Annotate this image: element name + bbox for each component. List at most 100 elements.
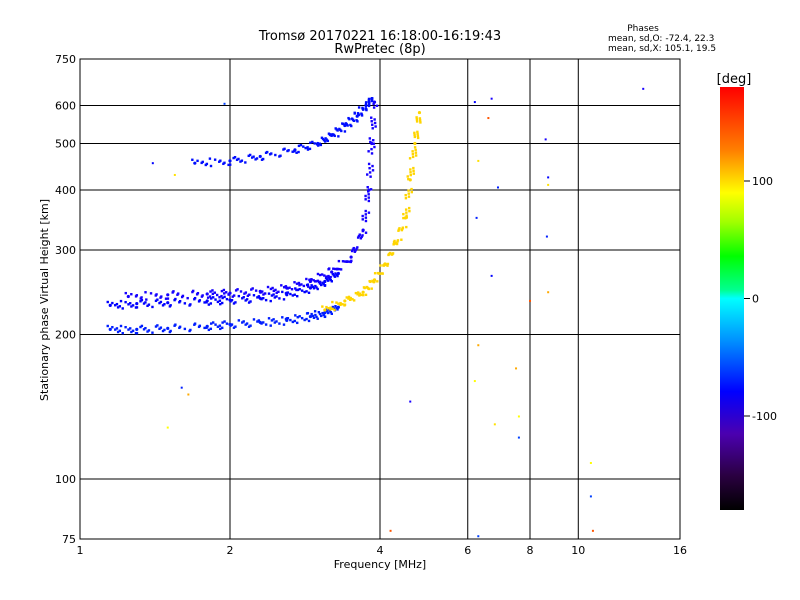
trace-point (278, 155, 281, 158)
trace-point (396, 239, 400, 242)
trace-point (244, 299, 247, 302)
trace-point (411, 155, 415, 159)
trace-point (232, 294, 236, 297)
trace-point (329, 275, 332, 279)
data-point (355, 114, 359, 118)
trace-point (135, 331, 139, 335)
trace-point (219, 327, 222, 331)
trace-point (291, 320, 295, 324)
trace-point (127, 303, 130, 306)
trace-point (350, 259, 353, 263)
trace-point (343, 260, 347, 263)
trace-point (307, 285, 310, 288)
trace-point (256, 296, 259, 299)
trace-point (343, 303, 347, 306)
trace-point (321, 305, 324, 308)
data-point (330, 133, 334, 137)
trace-point (364, 209, 367, 213)
trace-point (306, 311, 310, 315)
trace-point (367, 103, 371, 106)
trace-point (221, 296, 224, 300)
trace-point (131, 329, 135, 332)
trace-point (273, 321, 277, 324)
trace-point (271, 286, 274, 290)
trace-point (291, 150, 294, 153)
data-point (417, 110, 422, 115)
data-point (372, 100, 377, 104)
trace-point (357, 234, 361, 238)
trace-point (210, 322, 213, 325)
data-point (336, 271, 340, 276)
trace-point (330, 280, 334, 283)
trace-point (317, 144, 320, 147)
colorbar-label: [deg] (717, 72, 752, 87)
trace-point (347, 260, 351, 263)
trace-point (307, 291, 311, 294)
trace-point (415, 120, 419, 123)
trace-point (154, 294, 157, 297)
trace-point (295, 282, 299, 285)
chart-subtitle: RwPretec (8p) (334, 42, 425, 57)
trace-point (405, 214, 408, 217)
series-group (106, 271, 340, 310)
trace-point (335, 306, 338, 310)
trace-point (218, 296, 221, 299)
trace-point (362, 293, 365, 297)
data-point (166, 326, 170, 330)
data-point (135, 327, 139, 331)
y-tick-label: 100 (55, 473, 76, 486)
trace-point (267, 292, 271, 295)
trace-point (406, 175, 409, 178)
trace-point (294, 287, 297, 290)
trace-point (376, 280, 379, 283)
data-point (285, 286, 289, 290)
trace-point (200, 161, 203, 165)
trace-point (241, 297, 244, 300)
trace-point (209, 290, 212, 293)
trace-point (360, 293, 363, 297)
trace-point (247, 301, 251, 304)
data-point (367, 188, 371, 192)
trace-point (130, 330, 133, 334)
colorbar-ticks: 100 0 -100 (744, 175, 777, 423)
trace-point (351, 298, 354, 301)
x-tick-label: 6 (464, 544, 471, 557)
scatter-point (409, 400, 412, 403)
trace-point (314, 313, 317, 317)
trace-point (230, 299, 234, 302)
trace-point (304, 146, 307, 150)
trace-point (367, 104, 371, 108)
data-point (323, 308, 327, 312)
trace-point (418, 119, 422, 122)
trace-point (413, 146, 417, 149)
trace-point (409, 168, 412, 171)
trace-point (115, 327, 119, 330)
trace-point (336, 274, 339, 278)
trace-point (367, 193, 370, 196)
data-point (403, 216, 408, 220)
trace-point (130, 293, 133, 296)
data-point (193, 161, 197, 165)
data-point (413, 141, 417, 146)
trace-point (401, 227, 404, 231)
trace-point (291, 294, 295, 297)
trace-point (339, 301, 342, 305)
trace-point (250, 288, 253, 291)
trace-point (358, 294, 361, 297)
trace-point (231, 295, 234, 298)
trace-point (191, 290, 194, 294)
trace-point (352, 119, 356, 123)
trace-point (262, 293, 265, 296)
trace-point (260, 322, 263, 325)
trace-point (329, 308, 332, 311)
scatter-point (487, 117, 490, 120)
scatter-point (490, 97, 493, 100)
trace-point (159, 296, 162, 299)
trace-point (333, 267, 337, 271)
trace-point (378, 272, 382, 275)
trace-point (114, 328, 117, 331)
trace-point (358, 233, 361, 236)
trace-point (296, 288, 299, 292)
trace-point (339, 268, 343, 271)
trace-point (360, 235, 363, 239)
